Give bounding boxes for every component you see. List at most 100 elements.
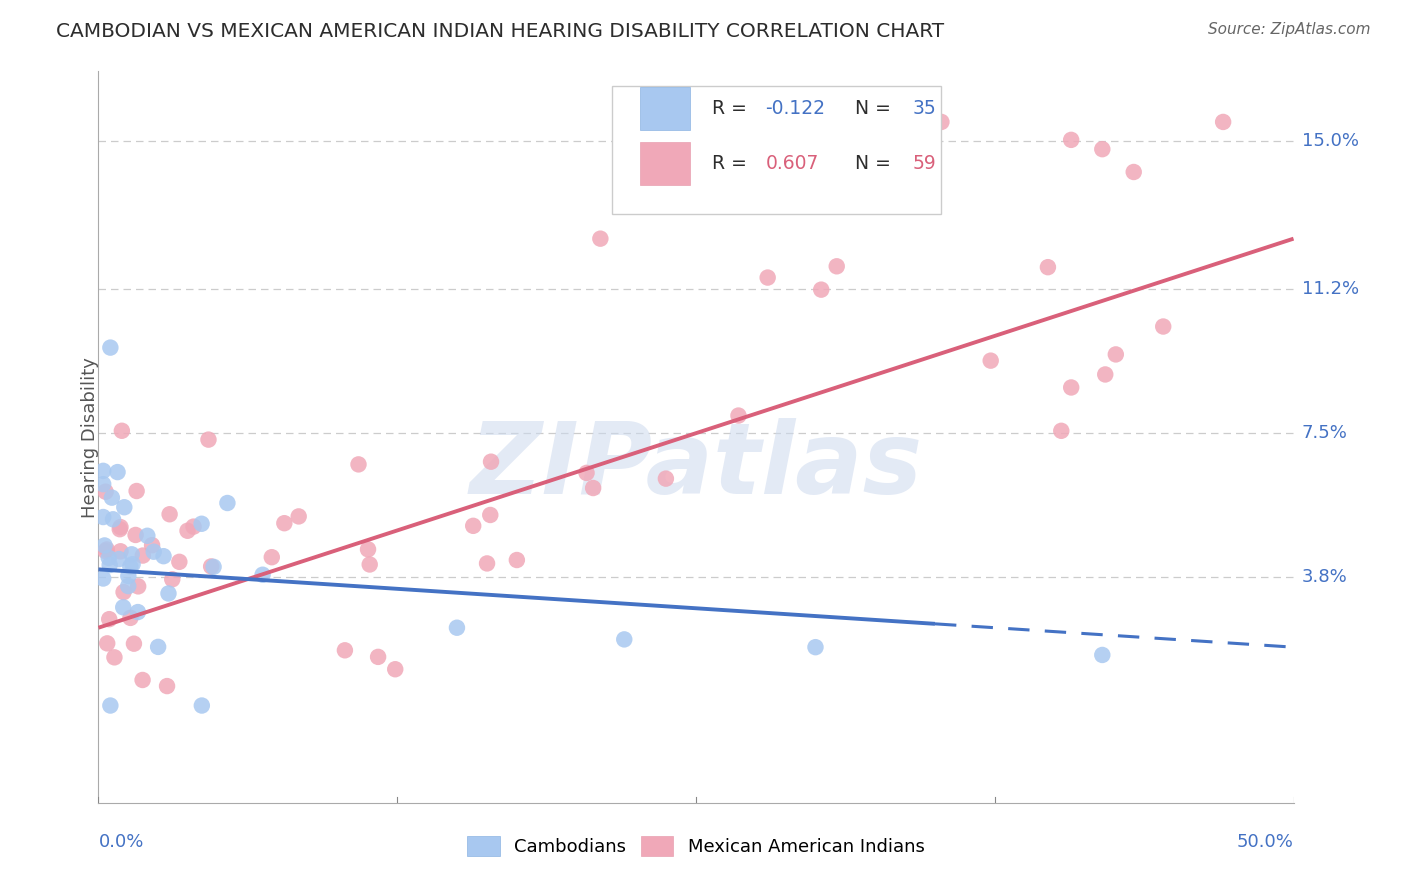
Point: [252, 567, 274, 582]
Point: [1036, 260, 1059, 275]
Point: [1091, 142, 1114, 156]
Point: [655, 472, 678, 486]
FancyBboxPatch shape: [613, 86, 941, 214]
Point: [359, 558, 381, 572]
Text: 0.607: 0.607: [765, 154, 818, 173]
Point: [156, 679, 179, 693]
Text: 15.0%: 15.0%: [1302, 132, 1358, 151]
Point: [91, 477, 114, 491]
Point: [91, 572, 114, 586]
Point: [125, 483, 148, 498]
Point: [127, 605, 149, 619]
Point: [1091, 648, 1114, 662]
Point: [112, 500, 135, 515]
Text: 11.2%: 11.2%: [1302, 280, 1360, 298]
Point: [110, 520, 132, 534]
Text: 0.0%: 0.0%: [98, 833, 143, 851]
Point: [94, 544, 117, 558]
Point: [810, 283, 832, 297]
Text: 59: 59: [912, 154, 936, 173]
Point: [1050, 424, 1073, 438]
Point: [506, 553, 529, 567]
Text: 35: 35: [912, 99, 936, 118]
Text: CAMBODIAN VS MEXICAN AMERICAN INDIAN HEARING DISABILITY CORRELATION CHART: CAMBODIAN VS MEXICAN AMERICAN INDIAN HEA…: [56, 22, 945, 41]
Text: 3.8%: 3.8%: [1302, 568, 1347, 586]
Point: [589, 232, 612, 246]
Text: 7.5%: 7.5%: [1302, 425, 1348, 442]
Point: [260, 550, 283, 565]
Point: [117, 569, 139, 583]
Point: [132, 549, 155, 563]
Point: [169, 555, 191, 569]
Point: [110, 544, 132, 558]
Point: [98, 341, 122, 355]
Point: [384, 662, 406, 676]
Point: [202, 559, 225, 574]
Point: [287, 509, 309, 524]
Point: [1152, 319, 1174, 334]
Point: [463, 518, 485, 533]
Point: [804, 640, 827, 655]
Point: [117, 579, 139, 593]
Point: [191, 698, 214, 713]
Point: [98, 558, 121, 572]
Point: [1060, 380, 1083, 394]
Y-axis label: Hearing Disability: Hearing Disability: [82, 357, 98, 517]
Point: [94, 484, 117, 499]
Point: [582, 481, 605, 495]
Point: [197, 433, 219, 447]
Point: [980, 353, 1002, 368]
Point: [825, 260, 848, 274]
Point: [111, 424, 134, 438]
Point: [91, 510, 114, 524]
Point: [120, 559, 142, 574]
Point: [475, 557, 498, 571]
Point: [931, 115, 953, 129]
Point: [136, 529, 159, 543]
Point: [446, 621, 468, 635]
Point: [101, 491, 124, 505]
Text: Source: ZipAtlas.com: Source: ZipAtlas.com: [1208, 22, 1371, 37]
Point: [122, 637, 145, 651]
Point: [142, 545, 165, 559]
Point: [108, 552, 131, 566]
Point: [98, 612, 121, 626]
Point: [146, 640, 169, 654]
Point: [97, 550, 120, 565]
Point: [91, 464, 114, 478]
Point: [98, 698, 122, 713]
Point: [96, 542, 118, 557]
Point: [756, 270, 779, 285]
Point: [1122, 165, 1144, 179]
Point: [1105, 347, 1128, 361]
Point: [159, 508, 181, 522]
Point: [112, 585, 135, 599]
Point: [112, 600, 135, 615]
Point: [200, 559, 222, 574]
FancyBboxPatch shape: [640, 87, 690, 130]
Point: [103, 650, 125, 665]
Point: [108, 522, 131, 536]
Point: [107, 465, 129, 479]
FancyBboxPatch shape: [640, 143, 690, 185]
Point: [273, 516, 295, 531]
Point: [152, 549, 174, 564]
Text: R =: R =: [711, 99, 752, 118]
Point: [367, 649, 389, 664]
Point: [357, 542, 380, 557]
Point: [131, 673, 153, 687]
Point: [575, 466, 598, 480]
Point: [347, 458, 370, 472]
Point: [162, 572, 184, 586]
Point: [120, 611, 142, 625]
Text: N =: N =: [844, 99, 897, 118]
Point: [157, 586, 180, 600]
Point: [141, 538, 163, 552]
Point: [727, 409, 749, 423]
Point: [121, 547, 143, 561]
Point: [1212, 115, 1234, 129]
Legend: Cambodians, Mexican American Indians: Cambodians, Mexican American Indians: [467, 836, 925, 856]
Point: [96, 636, 118, 650]
Point: [127, 579, 149, 593]
Text: ZIPatlas: ZIPatlas: [470, 417, 922, 515]
